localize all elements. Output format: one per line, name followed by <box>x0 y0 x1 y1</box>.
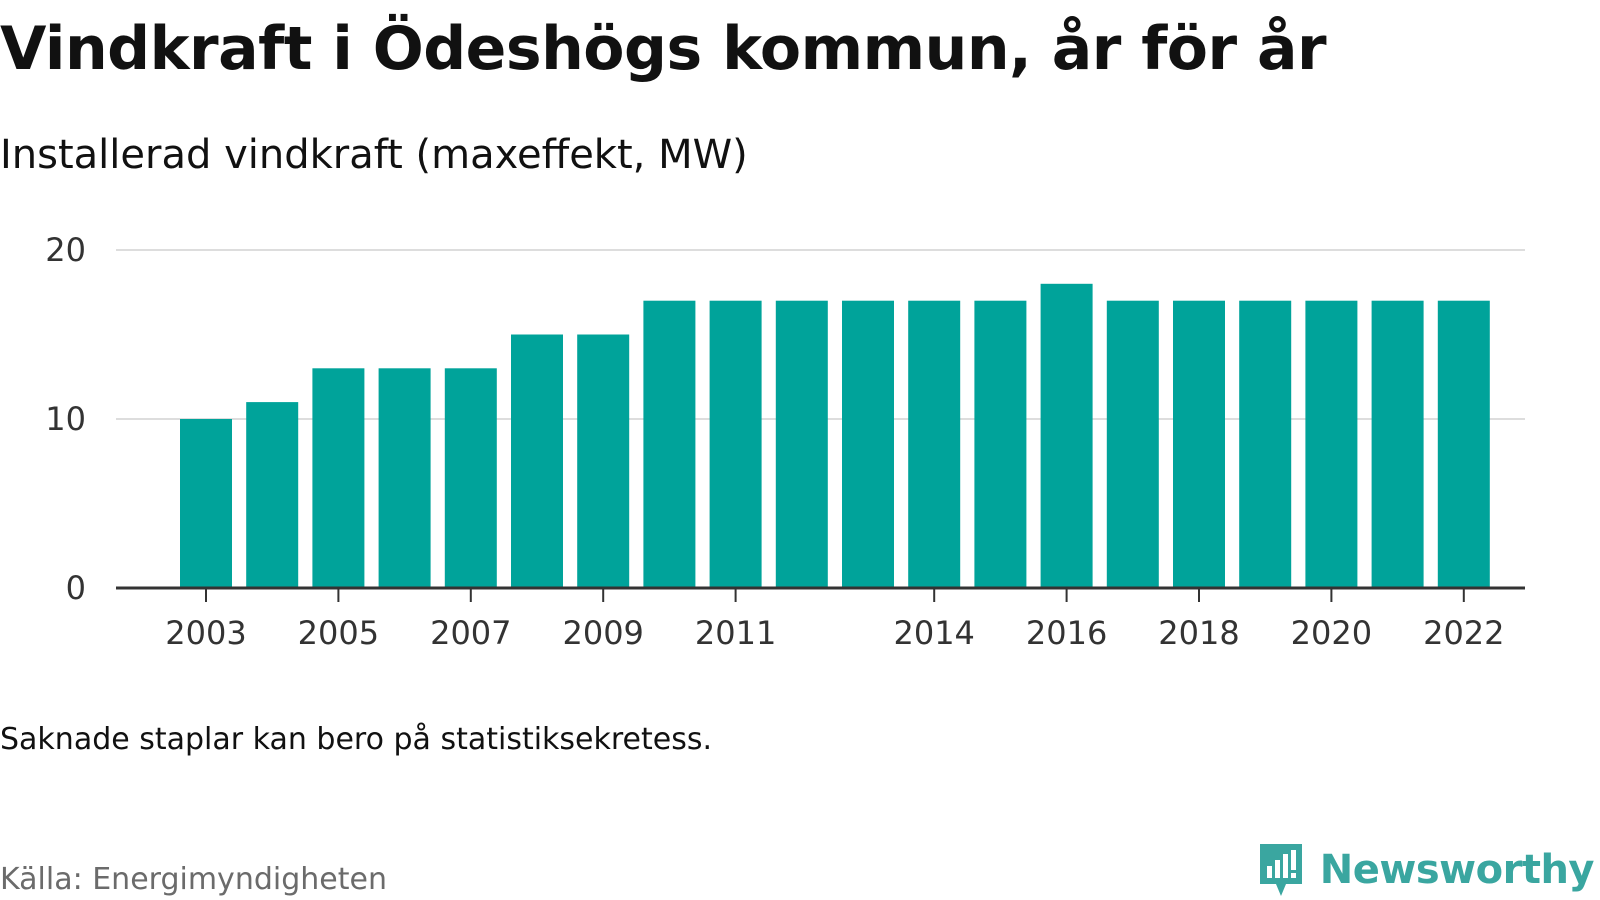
x-tick-label-2009: 2009 <box>562 614 643 652</box>
bar-2020 <box>1305 300 1358 588</box>
y-tick-label-20: 20 <box>45 231 86 269</box>
footnote: Saknade staplar kan bero på statistiksek… <box>0 722 713 757</box>
x-tick-label-2003: 2003 <box>165 614 246 652</box>
bar-chart: 0 10 20 2003 2005 2007 2009 2011 2014 2016 2018 202… <box>45 231 1525 652</box>
brand-name: Newsworthy <box>1319 847 1595 893</box>
bar-2013 <box>842 300 894 588</box>
bar-2019 <box>1239 300 1292 588</box>
bar-2007 <box>444 368 497 588</box>
bar-2016 <box>1040 283 1093 588</box>
axes: 0 10 20 2003 2005 2007 2009 2011 2014 2016 2018 202… <box>45 231 1525 652</box>
chart-subtitle: Installerad vindkraft (maxeffekt, MW) <box>0 132 748 178</box>
bar-2010 <box>643 300 696 588</box>
bars <box>180 283 1490 588</box>
brand-logo: Newsworthy <box>1256 840 1595 900</box>
x-tick-label-2011: 2011 <box>695 614 776 652</box>
bar-2022 <box>1437 300 1490 588</box>
y-tick-label-10: 10 <box>45 400 86 438</box>
x-tick-label-2007: 2007 <box>430 614 511 652</box>
chart-title: Vindkraft i Ödeshögs kommun, år för år <box>0 14 1327 84</box>
bar-2015 <box>974 300 1027 588</box>
bar-2004 <box>246 402 299 588</box>
newsworthy-logo-icon <box>1259 844 1302 896</box>
bar-2017 <box>1106 300 1159 588</box>
x-tick-label-2022: 2022 <box>1423 614 1504 652</box>
x-tick-label-2014: 2014 <box>893 614 974 652</box>
source-label: Källa: Energimyndigheten <box>0 862 387 897</box>
x-tick-label-2016: 2016 <box>1026 614 1107 652</box>
bar-2005 <box>312 368 365 588</box>
bar-2003 <box>180 419 232 588</box>
bar-2021 <box>1371 300 1424 588</box>
bar-2009 <box>577 334 630 588</box>
bar-2018 <box>1173 300 1225 588</box>
y-tick-label-0: 0 <box>66 569 86 607</box>
x-tick-label-2020: 2020 <box>1291 614 1372 652</box>
bar-2012 <box>775 300 828 588</box>
bar-2011 <box>709 300 762 588</box>
bar-2008 <box>511 334 563 588</box>
bar-2006 <box>378 368 431 588</box>
bar-2014 <box>908 300 961 588</box>
x-tick-label-2005: 2005 <box>298 614 379 652</box>
x-tick-label-2018: 2018 <box>1158 614 1239 652</box>
